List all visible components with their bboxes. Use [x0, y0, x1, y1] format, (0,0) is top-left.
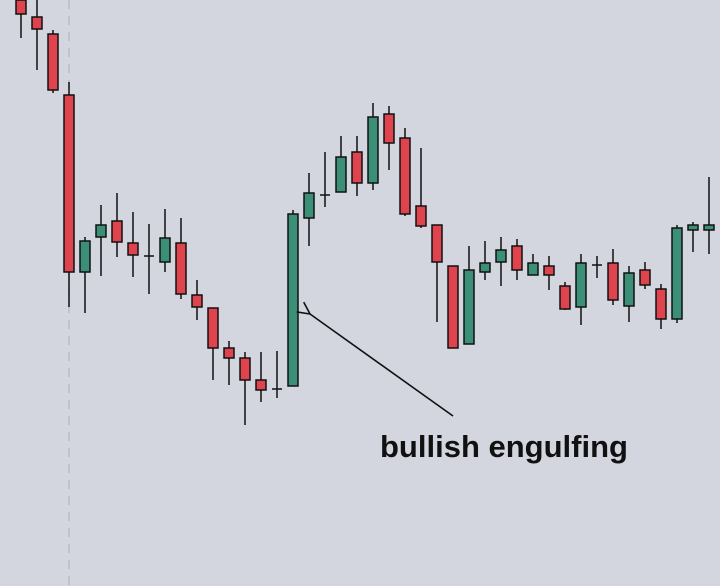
annotation-arrow — [310, 314, 454, 417]
candle-body — [671, 227, 683, 320]
candle-body — [31, 16, 43, 30]
candle-body — [687, 224, 699, 231]
candle-body — [607, 262, 619, 301]
candle-body — [303, 192, 315, 219]
candle-body — [239, 357, 251, 381]
annotation: bullish engulfing — [380, 429, 628, 464]
candle-body — [447, 265, 459, 349]
candle-body — [495, 249, 507, 263]
candle-body — [159, 237, 171, 263]
candle-body — [431, 224, 443, 263]
candle-body — [207, 307, 219, 349]
candle-body — [511, 245, 523, 271]
candle-body — [287, 213, 299, 387]
candle-body — [479, 262, 491, 273]
candle-body — [623, 272, 635, 307]
candle-body — [351, 151, 363, 184]
candle-body — [223, 347, 235, 359]
candle-body — [559, 285, 571, 310]
candle-body — [175, 242, 187, 295]
candle-body — [543, 265, 555, 276]
candle-body — [79, 240, 91, 273]
candle-body — [191, 294, 203, 308]
candle-body — [383, 113, 395, 144]
candle-body — [367, 116, 379, 184]
candle-body — [415, 205, 427, 227]
candles — [15, 0, 715, 425]
candle-body — [703, 224, 715, 231]
candle-body — [575, 262, 587, 308]
candle-body — [399, 137, 411, 215]
candle-body — [47, 33, 59, 91]
candle-body — [335, 156, 347, 193]
candle-body — [639, 269, 651, 286]
candle-body — [127, 242, 139, 256]
candle-body — [463, 269, 475, 345]
candle-body — [111, 220, 123, 243]
candle-body — [15, 0, 27, 15]
candle-body — [527, 262, 539, 276]
candle-body — [95, 224, 107, 238]
candle-body — [63, 94, 75, 273]
candle-body — [655, 288, 667, 320]
candle-body — [255, 379, 267, 391]
